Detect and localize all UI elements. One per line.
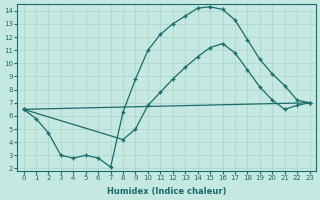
X-axis label: Humidex (Indice chaleur): Humidex (Indice chaleur) [107,187,226,196]
